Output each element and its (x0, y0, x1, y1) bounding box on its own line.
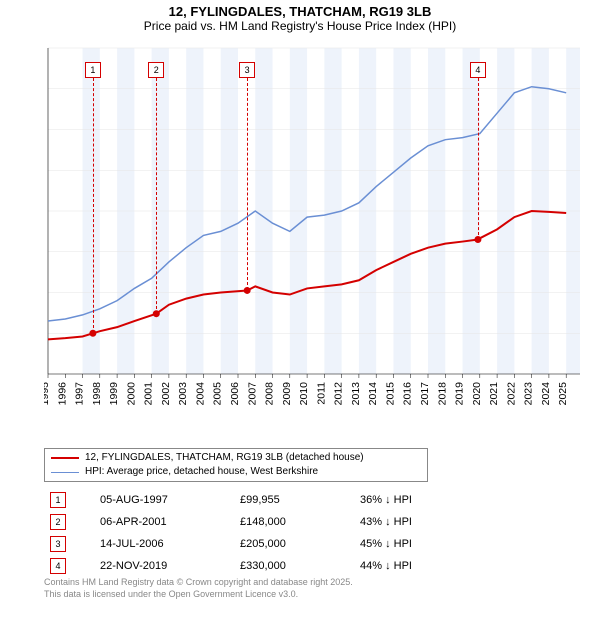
sale-price: £205,000 (236, 534, 354, 554)
sale-marker-stem-4 (478, 78, 479, 240)
sale-delta: 45% ↓ HPI (356, 534, 416, 554)
legend-item-0: 12, FYLINGDALES, THATCHAM, RG19 3LB (det… (51, 451, 421, 465)
svg-text:2023: 2023 (523, 382, 535, 406)
sale-row: 4 22-NOV-2019£330,00044% ↓ HPI (46, 556, 416, 576)
svg-text:2006: 2006 (229, 382, 241, 406)
sale-row: 2 06-APR-2001£148,00043% ↓ HPI (46, 512, 416, 532)
sale-marker-2: 2 (148, 62, 164, 78)
svg-text:2004: 2004 (194, 382, 206, 406)
sale-price: £330,000 (236, 556, 354, 576)
chart-svg: £0£100K£200K£300K£400K£500K£600K£700K£80… (44, 44, 584, 414)
sale-row-marker: 2 (50, 514, 66, 530)
sale-date: 14-JUL-2006 (96, 534, 234, 554)
sale-marker-3: 3 (239, 62, 255, 78)
sale-delta: 44% ↓ HPI (356, 556, 416, 576)
sale-marker-stem-2 (156, 78, 157, 314)
sale-row-marker: 3 (50, 536, 66, 552)
legend-item-1: HPI: Average price, detached house, West… (51, 465, 421, 479)
legend-swatch (51, 472, 79, 473)
svg-text:1998: 1998 (91, 382, 103, 406)
svg-text:2010: 2010 (298, 382, 310, 406)
svg-text:2003: 2003 (177, 382, 189, 406)
svg-text:2017: 2017 (419, 382, 431, 406)
sale-marker-4: 4 (470, 62, 486, 78)
sale-delta: 43% ↓ HPI (356, 512, 416, 532)
legend: 12, FYLINGDALES, THATCHAM, RG19 3LB (det… (44, 448, 428, 482)
price-chart: £0£100K£200K£300K£400K£500K£600K£700K£80… (44, 44, 584, 414)
svg-text:2008: 2008 (264, 382, 276, 406)
svg-text:2001: 2001 (143, 382, 155, 406)
svg-text:2014: 2014 (367, 382, 379, 406)
sale-price: £148,000 (236, 512, 354, 532)
svg-text:2013: 2013 (350, 382, 362, 406)
svg-text:2005: 2005 (212, 382, 224, 406)
chart-title-block: 12, FYLINGDALES, THATCHAM, RG19 3LB Pric… (0, 0, 600, 33)
svg-text:2022: 2022 (505, 382, 517, 406)
svg-text:2009: 2009 (281, 382, 293, 406)
svg-text:2021: 2021 (488, 382, 500, 406)
sale-marker-stem-1 (93, 78, 94, 333)
sale-delta: 36% ↓ HPI (356, 490, 416, 510)
sale-date: 06-APR-2001 (96, 512, 234, 532)
footer-line-1: Contains HM Land Registry data © Crown c… (44, 576, 353, 588)
svg-text:2025: 2025 (557, 382, 569, 406)
sale-date: 22-NOV-2019 (96, 556, 234, 576)
sale-date: 05-AUG-1997 (96, 490, 234, 510)
svg-text:2011: 2011 (315, 382, 327, 405)
svg-text:1999: 1999 (108, 382, 120, 406)
sale-marker-1: 1 (85, 62, 101, 78)
svg-text:1996: 1996 (56, 382, 68, 406)
sale-row-marker: 1 (50, 492, 66, 508)
svg-text:2000: 2000 (125, 382, 137, 406)
legend-swatch (51, 457, 79, 459)
svg-text:2020: 2020 (471, 382, 483, 406)
svg-text:2016: 2016 (402, 382, 414, 406)
sale-marker-stem-3 (247, 78, 248, 290)
svg-text:2024: 2024 (540, 382, 552, 406)
sales-table: 1 05-AUG-1997£99,95536% ↓ HPI 2 06-APR-2001… (44, 488, 418, 578)
chart-title-main: 12, FYLINGDALES, THATCHAM, RG19 3LB (0, 4, 600, 19)
sale-row-marker: 4 (50, 558, 66, 574)
chart-title-sub: Price paid vs. HM Land Registry's House … (0, 19, 600, 33)
sale-row: 3 14-JUL-2006£205,00045% ↓ HPI (46, 534, 416, 554)
sale-row: 1 05-AUG-1997£99,95536% ↓ HPI (46, 490, 416, 510)
svg-text:1997: 1997 (74, 382, 86, 406)
footer-line-2: This data is licensed under the Open Gov… (44, 588, 353, 600)
legend-label: HPI: Average price, detached house, West… (85, 465, 318, 479)
svg-text:2015: 2015 (384, 382, 396, 406)
svg-text:1995: 1995 (44, 382, 51, 406)
svg-text:2019: 2019 (454, 382, 466, 406)
svg-text:2007: 2007 (246, 382, 258, 406)
svg-text:2012: 2012 (333, 382, 345, 406)
svg-text:2002: 2002 (160, 382, 172, 406)
legend-label: 12, FYLINGDALES, THATCHAM, RG19 3LB (det… (85, 451, 364, 465)
attribution-footer: Contains HM Land Registry data © Crown c… (44, 576, 353, 600)
svg-text:2018: 2018 (436, 382, 448, 406)
sale-price: £99,955 (236, 490, 354, 510)
